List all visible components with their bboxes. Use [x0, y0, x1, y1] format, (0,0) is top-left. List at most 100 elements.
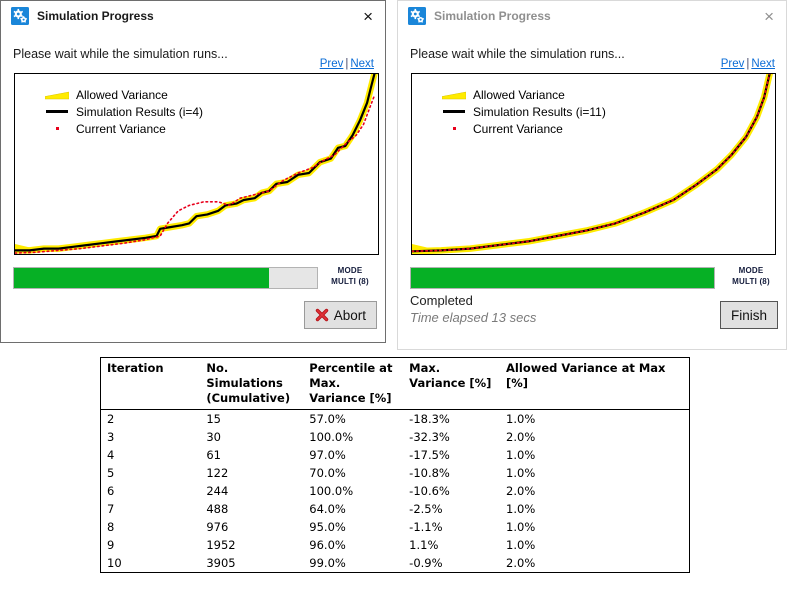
legend-label: Current Variance — [473, 121, 563, 136]
red-x-icon — [315, 308, 328, 322]
table-row: 2 15 57.0% -18.3% 1.0% — [101, 410, 690, 429]
table-cell: 64.0% — [309, 502, 346, 516]
table-cell: 2.0% — [506, 484, 536, 498]
table-cell: 3905 — [206, 556, 236, 570]
table-row: 9 1952 96.0% 1.1% 1.0% — [101, 536, 690, 554]
table-row: 4 61 97.0% -17.5% 1.0% — [101, 446, 690, 464]
progress-bar-fill — [411, 268, 714, 288]
variance-chart: Allowed Variance Simulation Results (i=4… — [14, 73, 379, 255]
table-cell: 30 — [206, 430, 221, 444]
table-cell: 7 — [107, 502, 115, 516]
table-cell: 3 — [107, 430, 115, 444]
chart-legend: Allowed Variance Simulation Results (i=4… — [45, 86, 203, 137]
titlebar[interactable]: Simulation Progress × — [1, 1, 385, 31]
table-cell: 100.0% — [309, 484, 354, 498]
table-cell: 2.0% — [506, 556, 536, 570]
next-link[interactable]: Next — [751, 58, 775, 70]
legend-item-allowed-variance: Allowed Variance — [45, 86, 203, 103]
table-cell: -2.5% — [409, 502, 443, 516]
table-cell: 1.0% — [506, 520, 536, 534]
table-cell: 57.0% — [309, 412, 346, 426]
table-cell: 15 — [206, 412, 221, 426]
mode-indicator: MODE MULTI (8) — [720, 265, 782, 287]
table-row: 7 488 64.0% -2.5% 1.0% — [101, 500, 690, 518]
table-cell: 1.0% — [506, 538, 536, 552]
table-row: 10 3905 99.0% -0.9% 2.0% — [101, 554, 690, 573]
finish-button[interactable]: Finish — [719, 301, 778, 329]
current-variance-dot-swatch — [45, 127, 69, 130]
legend-item-simulation-results: Simulation Results (i=11) — [442, 103, 606, 120]
close-icon[interactable]: × — [764, 6, 774, 26]
table-cell: 976 — [206, 520, 229, 534]
simulation-results-line-swatch — [45, 110, 69, 113]
table-cell: 1.1% — [409, 538, 439, 552]
mode-value: MULTI (8) — [331, 277, 369, 286]
table-cell: -10.8% — [409, 466, 450, 480]
table-cell: 122 — [206, 466, 229, 480]
app-gears-icon — [408, 7, 426, 25]
titlebar[interactable]: Simulation Progress × — [398, 1, 786, 31]
table-cell: 1.0% — [506, 448, 536, 462]
mode-value: MULTI (8) — [732, 277, 770, 286]
table-cell: 95.0% — [309, 520, 346, 534]
table-cell: 4 — [107, 448, 115, 462]
table-row: 3 30 100.0% -32.3% 2.0% — [101, 428, 690, 446]
legend-label: Allowed Variance — [76, 87, 168, 102]
dialog-title: Simulation Progress — [37, 9, 154, 23]
simulation-progress-dialog-running: Simulation Progress × Please wait while … — [0, 0, 386, 343]
col-header-max-variance: Max. Variance [%] — [403, 357, 501, 410]
variance-chart: Allowed Variance Simulation Results (i=1… — [411, 73, 776, 255]
mode-label: MODE — [337, 266, 363, 275]
legend-item-current-variance: Current Variance — [442, 120, 606, 137]
table-cell: 100.0% — [309, 430, 354, 444]
table-cell: -10.6% — [409, 484, 450, 498]
next-link[interactable]: Next — [350, 58, 374, 70]
dialog-title: Simulation Progress — [434, 9, 551, 23]
prev-link[interactable]: Prev — [319, 58, 344, 70]
table-cell: 99.0% — [309, 556, 346, 570]
wait-message: Please wait while the simulation runs... — [410, 47, 625, 61]
table-row: 8 976 95.0% -1.1% 1.0% — [101, 518, 690, 536]
prev-link[interactable]: Prev — [720, 58, 745, 70]
table-cell: -32.3% — [409, 430, 450, 444]
table-cell: 97.0% — [309, 448, 346, 462]
legend-item-simulation-results: Simulation Results (i=4) — [45, 103, 203, 120]
table-cell: 1.0% — [506, 502, 536, 516]
abort-button-label: Abort — [333, 307, 366, 323]
table-cell: 61 — [206, 448, 221, 462]
legend-label: Current Variance — [76, 121, 166, 136]
legend-item-current-variance: Current Variance — [45, 120, 203, 137]
close-icon[interactable]: × — [363, 6, 373, 26]
table-cell: 2.0% — [506, 430, 536, 444]
wait-message: Please wait while the simulation runs... — [13, 47, 228, 61]
finish-button-label: Finish — [730, 307, 767, 323]
progress-bar — [410, 267, 715, 289]
table-cell: -17.5% — [409, 448, 450, 462]
col-header-iteration: Iteration — [100, 357, 201, 410]
table-row: 5 122 70.0% -10.8% 1.0% — [101, 464, 690, 482]
table-header-row: Iteration No. Simulations (Cumulative) P… — [100, 357, 690, 410]
allowed-variance-band-swatch — [45, 89, 69, 100]
status-text: Completed — [410, 293, 473, 308]
table-cell: 244 — [206, 484, 229, 498]
simulation-progress-dialog-completed: Simulation Progress × Please wait while … — [397, 0, 787, 350]
legend-label: Simulation Results (i=11) — [473, 104, 606, 119]
table-cell: 488 — [206, 502, 229, 516]
variance-chart-canvas — [15, 74, 378, 254]
nav-separator: | — [746, 58, 750, 70]
table-cell: 1952 — [206, 538, 236, 552]
legend-label: Simulation Results (i=4) — [76, 104, 204, 119]
table-cell: -18.3% — [409, 412, 450, 426]
iteration-results-table: Iteration No. Simulations (Cumulative) P… — [100, 357, 690, 573]
table-cell: 9 — [107, 538, 115, 552]
table-cell: 2 — [107, 412, 115, 426]
col-header-simulations: No. Simulations (Cumulative) — [200, 357, 304, 410]
table-cell: 10 — [107, 556, 122, 570]
simulation-results-line-swatch — [442, 110, 466, 113]
table-row: 6 244 100.0% -10.6% 2.0% — [101, 482, 690, 500]
current-variance-dot-swatch — [442, 127, 466, 130]
variance-chart-canvas — [412, 74, 774, 254]
abort-button[interactable]: Abort — [303, 301, 377, 329]
app-gears-icon — [11, 7, 29, 25]
prev-next-nav: Prev | Next — [721, 58, 775, 70]
